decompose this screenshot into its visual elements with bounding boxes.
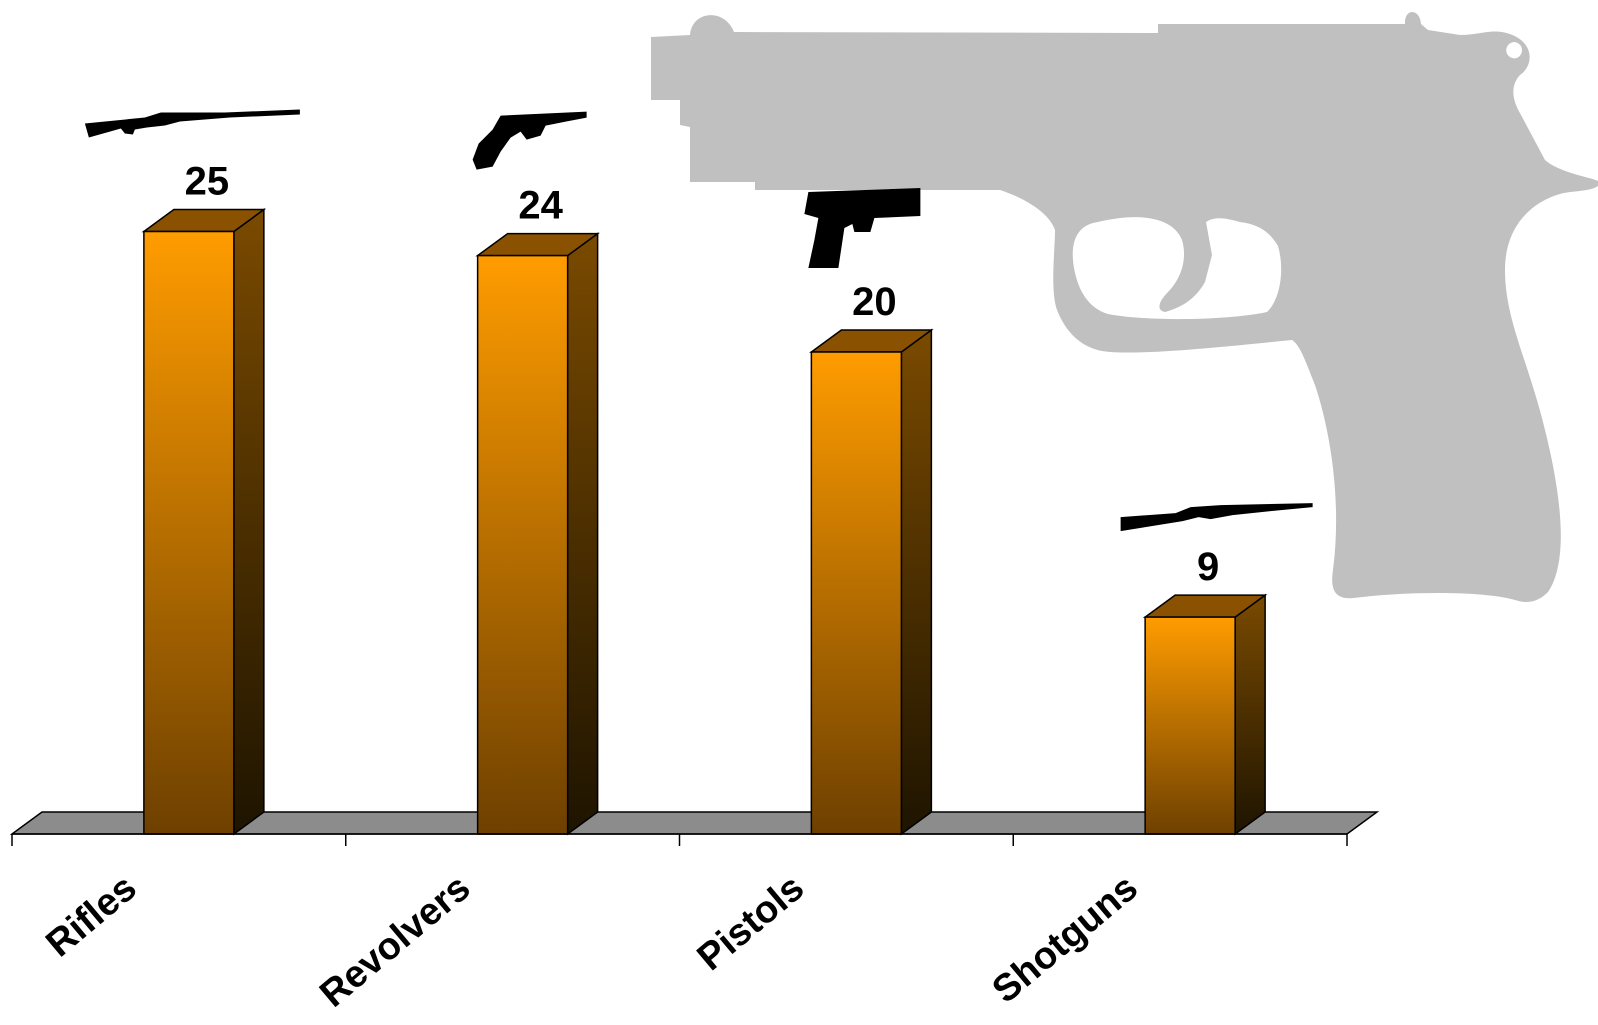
x-axis-tick-labels: Rifles Revolvers Pistols Shotguns [38, 867, 1146, 1016]
x-tick-label: Pistols [690, 867, 812, 979]
bar-front [1144, 616, 1236, 835]
x-axis: Rifles Revolvers Pistols Shotguns [11, 833, 1348, 1016]
data-label: 25 [185, 160, 230, 204]
rifle-icon [84, 109, 300, 138]
bar-rifles [141, 208, 267, 836]
shotgun-icon [1120, 503, 1313, 532]
x-tick-label: Rifles [38, 867, 144, 966]
bar-front [143, 230, 235, 835]
data-label: 20 [852, 280, 897, 324]
x-axis-ticks [11, 834, 1348, 846]
x-tick-label: Revolvers [312, 867, 478, 1016]
bar-front [810, 351, 903, 835]
data-label: 24 [518, 184, 563, 228]
pistol-icon [804, 188, 921, 268]
category-icons [84, 109, 1313, 532]
bar-side [233, 208, 265, 836]
bar-side [1234, 593, 1266, 836]
bar-front [476, 254, 569, 835]
data-label: 9 [1197, 545, 1219, 589]
bar-side [566, 232, 599, 836]
pistol-silhouette-icon [651, 12, 1598, 602]
bar-shotguns [1142, 593, 1268, 836]
x-tick-label: Shotguns [985, 867, 1146, 1012]
bar-revolvers [475, 232, 600, 836]
bars [141, 208, 1268, 836]
bar-pistols [809, 328, 934, 836]
bar-side [900, 328, 933, 836]
data-labels: 25 24 20 9 [185, 160, 1220, 590]
revolver-icon [472, 111, 587, 170]
